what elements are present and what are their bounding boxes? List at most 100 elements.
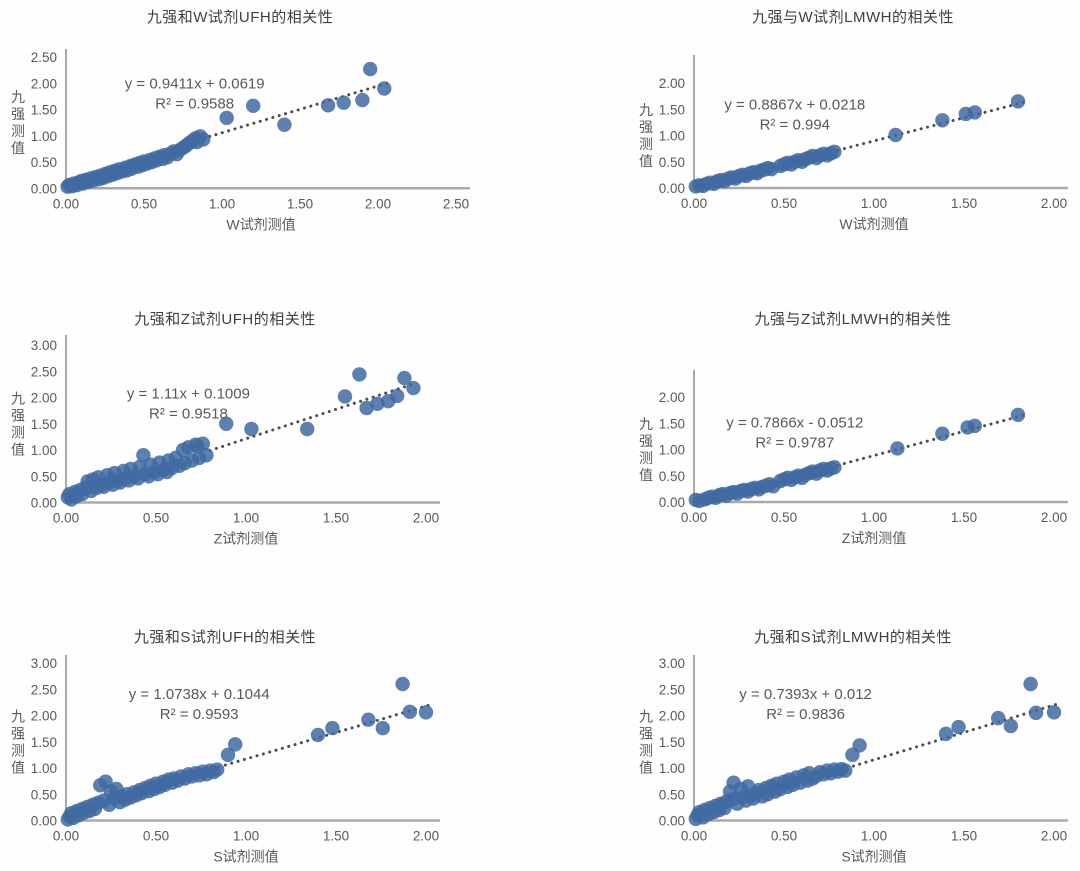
chart-title: 九强和Z试剂UFH的相关性: [134, 311, 316, 328]
data-point: [1028, 705, 1044, 720]
y-tick-label: 0.00: [659, 181, 685, 196]
data-point: [951, 719, 966, 734]
chart-title: 九强和S试剂UFH的相关性: [133, 629, 317, 646]
scatter-plot-lmwh-z: 0.00 0.50 1.00 1.50 2.00 0.00 0.50 1.00 1.50 2.00…: [639, 370, 1068, 546]
data-point: [337, 388, 353, 404]
y-tick-label: 1.00: [659, 443, 685, 458]
x-tick-label: 0.00: [681, 510, 707, 525]
x-tick-label: 1.50: [323, 510, 349, 525]
data-point: [363, 61, 378, 77]
y-tick-label: 0.50: [659, 155, 685, 170]
scatter-plot-lmwh-w: 0.00 0.50 1.00 1.50 2.00 0.00 0.50 1.00 1.50 2.00…: [639, 55, 1068, 232]
data-point: [199, 447, 214, 462]
data-point: [402, 704, 417, 719]
data-point: [352, 366, 367, 382]
data-point: [359, 400, 374, 415]
trendline: [845, 701, 1060, 769]
y-tick-label: 1.00: [659, 129, 685, 144]
x-tick-label: 1.00: [861, 510, 887, 525]
data-point: [300, 421, 315, 436]
equation-label: y = 0.7393x + 0.012: [739, 686, 872, 703]
data-point: [355, 92, 370, 107]
data-point: [244, 421, 259, 436]
data-point: [1003, 718, 1018, 733]
y-axis-title-char: 强: [11, 407, 25, 423]
r-squared-label: R² = 0.9593: [160, 706, 239, 723]
x-tick-label: 0.50: [131, 196, 157, 211]
y-tick-label: 0.50: [31, 787, 57, 802]
x-tick-label: 0.50: [143, 510, 169, 525]
chart-lmwh-w: 九强与W试剂LMWH的相关性 0.00 0.50 1.00 1.50 2.00 0.00 0…: [540, 0, 1080, 258]
x-axis-title: S试剂测值: [841, 848, 906, 864]
x-tick-label: 1.00: [233, 828, 259, 843]
scatter-plot-ufh-z: 0.00 0.50 1.00 1.50 2.00 2.50 3.00 0.00 0.50 1.00…: [11, 334, 440, 546]
y-tick-label: 0.50: [31, 469, 57, 484]
y-tick-label: 2.00: [31, 390, 57, 405]
r-squared-label: R² = 0.9588: [155, 95, 234, 112]
r-squared-label: R² = 0.994: [760, 116, 830, 133]
scatter-plot-lmwh-s: 0.00 0.50 1.00 1.50 2.00 2.50 3.00 0.00 0.50 1.00…: [639, 654, 1068, 864]
data-point: [838, 762, 853, 778]
data-point: [219, 416, 234, 431]
chart-title: 九强和S试剂LMWH的相关性: [754, 629, 952, 646]
chart-title: 九强与W试剂LMWH的相关性: [752, 9, 954, 26]
chart-lmwh-z: 九强与Z试剂LMWH的相关性 0.00 0.50 1.00 1.50 2.00 0.00 0…: [540, 258, 1080, 568]
y-axis-title-char: 九: [11, 390, 25, 406]
y-tick-label: 1.50: [659, 102, 685, 117]
data-point: [967, 418, 982, 434]
y-tick-label: 3.00: [31, 338, 57, 353]
chart-title: 九强与Z试剂LMWH的相关性: [754, 311, 952, 328]
data-point: [190, 438, 205, 454]
y-axis-title-char: 测: [639, 450, 653, 466]
x-tick-label: 1.00: [861, 828, 887, 843]
data-point: [991, 710, 1006, 725]
y-tick-label: 2.00: [659, 390, 685, 405]
data-point: [935, 113, 950, 128]
data-point: [1010, 407, 1026, 423]
x-tick-label: 1.00: [233, 510, 259, 525]
y-tick-label: 2.50: [659, 682, 685, 697]
y-tick-label: 0.50: [659, 787, 685, 802]
x-tick-label: 2.00: [1041, 828, 1067, 843]
data-point: [406, 380, 421, 395]
y-axis-title-char: 九: [639, 102, 653, 118]
y-tick-label: 1.50: [31, 102, 57, 117]
data-point: [361, 712, 376, 727]
x-axis-title: W试剂测值: [226, 216, 295, 232]
data-point: [375, 720, 390, 735]
y-tick-label: 0.00: [31, 813, 57, 828]
data-point: [246, 98, 261, 113]
x-tick-label: 0.00: [681, 196, 707, 211]
x-tick-label: 2.00: [1041, 196, 1067, 211]
chart-lmwh-s: 九强和S试剂LMWH的相关性 0.00 0.50 1.00 1.50 2.00 2.50 3…: [540, 568, 1080, 871]
data-point: [418, 704, 434, 720]
x-tick-label: 1.00: [861, 196, 887, 211]
x-axis-title: W试剂测值: [839, 216, 908, 232]
y-tick-label: 0.00: [31, 181, 57, 196]
x-tick-label: 2.00: [1041, 510, 1067, 525]
y-tick-label: 2.00: [659, 708, 685, 723]
r-squared-label: R² = 0.9787: [755, 434, 834, 451]
x-tick-label: 1.50: [323, 828, 349, 843]
y-axis-title-char: 测: [639, 742, 653, 758]
data-point: [320, 97, 336, 113]
y-tick-label: 1.00: [659, 761, 685, 776]
y-axis-title-char: 值: [11, 759, 25, 775]
y-tick-label: 1.50: [31, 416, 57, 431]
equation-label: y = 1.0738x + 0.1044: [129, 686, 270, 703]
y-axis-title-char: 测: [639, 136, 653, 152]
chart-ufh-z: 九强和Z试剂UFH的相关性 0.00 0.50 1.00 1.50 2.00 2.50 3.…: [0, 258, 540, 568]
y-tick-label: 0.00: [31, 495, 57, 510]
scatter-plot-ufh-w: 0.00 0.50 1.00 1.50 2.00 2.50 0.00 0.50 1.00 1.50…: [11, 48, 470, 232]
data-point: [325, 720, 340, 735]
data-point: [377, 81, 392, 96]
x-tick-label: 0.50: [771, 828, 797, 843]
data-point: [888, 127, 903, 143]
data-point: [390, 388, 405, 403]
data-point: [196, 131, 211, 147]
x-tick-label: 1.50: [287, 196, 313, 211]
y-axis-title-char: 值: [639, 467, 653, 483]
x-tick-label: 0.00: [53, 828, 79, 843]
y-axis-title-char: 值: [11, 140, 25, 156]
